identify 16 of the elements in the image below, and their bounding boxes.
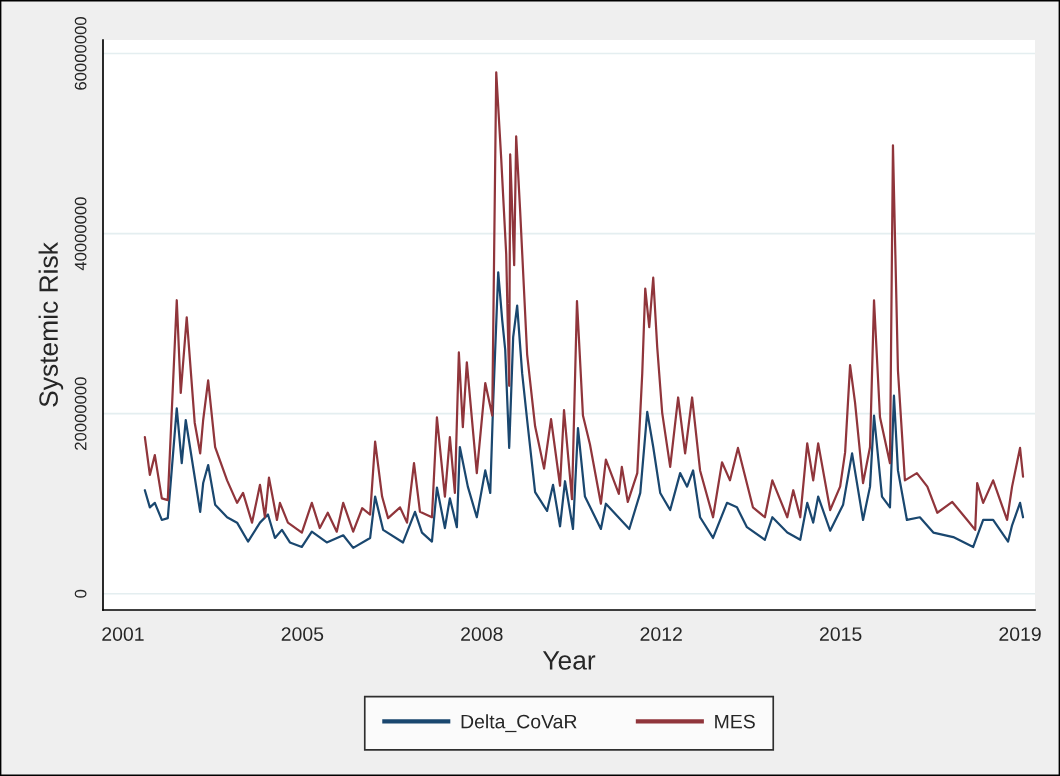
x-tick-label: 2001: [102, 627, 144, 641]
x-tick-label: 2012: [640, 627, 682, 641]
x-tick-label: 2019: [999, 627, 1041, 641]
y-axis-title: Systemic Risk: [38, 242, 64, 407]
x-tick-label: 2015: [819, 627, 862, 641]
y-tick-label: 60000000: [74, 17, 87, 90]
y-tick-label: 40000000: [74, 197, 87, 271]
x-tick-label: 2008: [461, 627, 503, 641]
line-series: [143, 271, 1025, 549]
x-axis-title: Year: [542, 651, 596, 670]
y-tick-label: 0: [74, 589, 87, 598]
legend-label: Delta_CoVaR: [461, 714, 577, 733]
line-series: [143, 71, 1025, 534]
x-tick-label: 2005: [281, 627, 324, 641]
legend-label: MES: [715, 714, 755, 729]
y-tick-label: 20000000: [74, 377, 87, 450]
